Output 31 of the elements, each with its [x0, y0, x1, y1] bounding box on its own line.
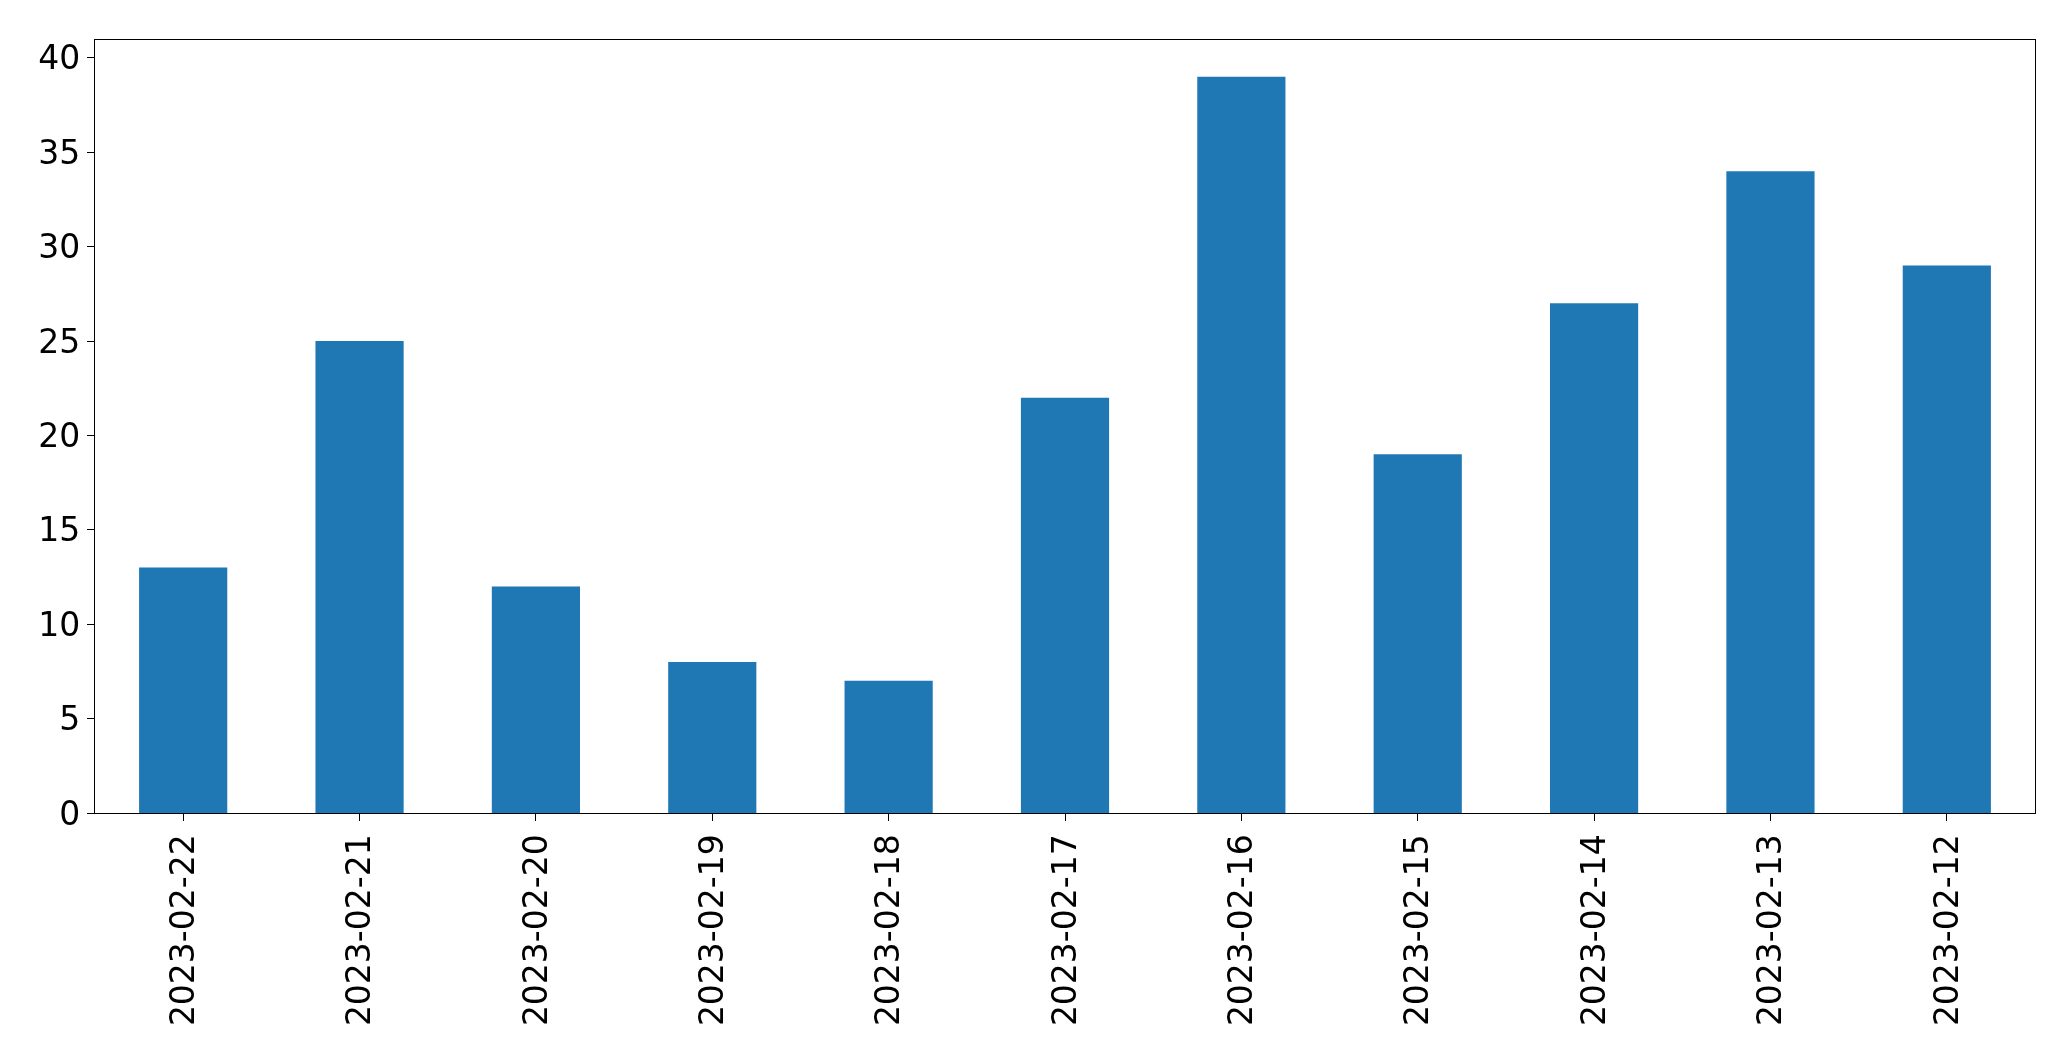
x-tick-label: 2023-02-14 [1573, 834, 1613, 1027]
y-tick-label: 30 [38, 227, 81, 267]
x-tick-label: 2023-02-16 [1221, 834, 1261, 1027]
bar [315, 341, 404, 813]
x-tick-label: 2023-02-22 [162, 834, 202, 1027]
bar [1550, 303, 1639, 813]
x-tick-label: 2023-02-13 [1750, 834, 1790, 1027]
bar [1020, 397, 1110, 813]
bar [844, 680, 933, 813]
bar [1902, 265, 1991, 813]
bar [139, 567, 228, 813]
bar [1726, 171, 1815, 813]
bar [668, 661, 757, 813]
y-tick-label: 10 [38, 604, 81, 644]
x-tick-label: 2023-02-18 [868, 834, 908, 1027]
x-tick-label: 2023-02-12 [1926, 834, 1966, 1027]
y-tick-label: 40 [38, 38, 81, 78]
bar [1373, 454, 1462, 813]
y-tick-label: 15 [38, 510, 81, 550]
y-tick-label: 25 [38, 321, 81, 361]
y-tick-label: 0 [59, 793, 81, 833]
bar [1197, 76, 1286, 813]
x-tick-label: 2023-02-19 [691, 834, 731, 1027]
x-tick-label: 2023-02-17 [1044, 834, 1084, 1027]
bar [491, 586, 580, 813]
y-tick-label: 35 [38, 132, 81, 172]
y-tick-label: 20 [38, 416, 81, 456]
x-tick-label: 2023-02-15 [1397, 834, 1437, 1027]
x-tick-label: 2023-02-21 [339, 834, 379, 1027]
x-tick-label: 2023-02-20 [515, 834, 555, 1027]
y-tick-label: 5 [59, 699, 81, 739]
